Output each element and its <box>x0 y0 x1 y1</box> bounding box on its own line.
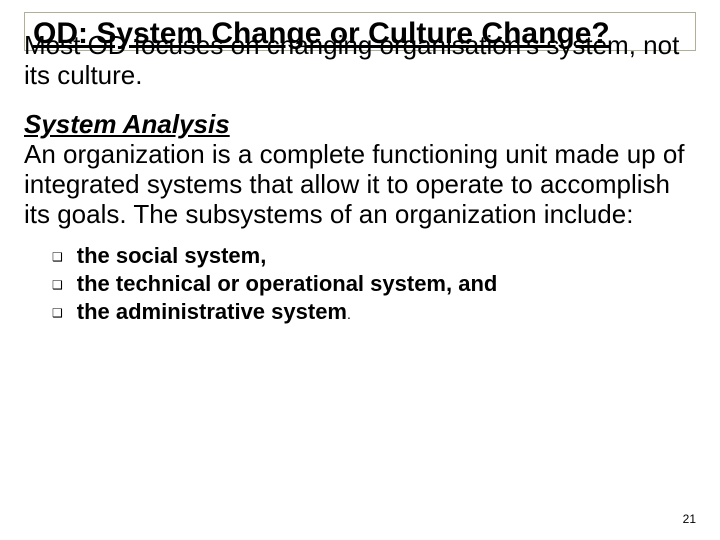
list-item: ❑ the technical or operational system, a… <box>52 271 696 297</box>
slide-container: OD: System Change or Culture Change? Mos… <box>0 0 720 540</box>
bullet-text: the administrative system. <box>77 299 351 325</box>
subheading: System Analysis <box>24 109 696 140</box>
body-paragraph: An organization is a complete functionin… <box>24 140 696 230</box>
bullet-text: the social system, <box>77 243 267 269</box>
bullet-text: the technical or operational system, and <box>77 271 498 297</box>
bullet-icon: ❑ <box>52 306 63 320</box>
list-item: ❑ the social system, <box>52 243 696 269</box>
bullet-icon: ❑ <box>52 250 63 264</box>
bullet-icon: ❑ <box>52 278 63 292</box>
intro-paragraph: Most OD focuses on changing organisation… <box>24 31 696 91</box>
bullet-list: ❑ the social system, ❑ the technical or … <box>24 243 696 325</box>
page-number: 21 <box>683 512 696 526</box>
list-item: ❑ the administrative system. <box>52 299 696 325</box>
